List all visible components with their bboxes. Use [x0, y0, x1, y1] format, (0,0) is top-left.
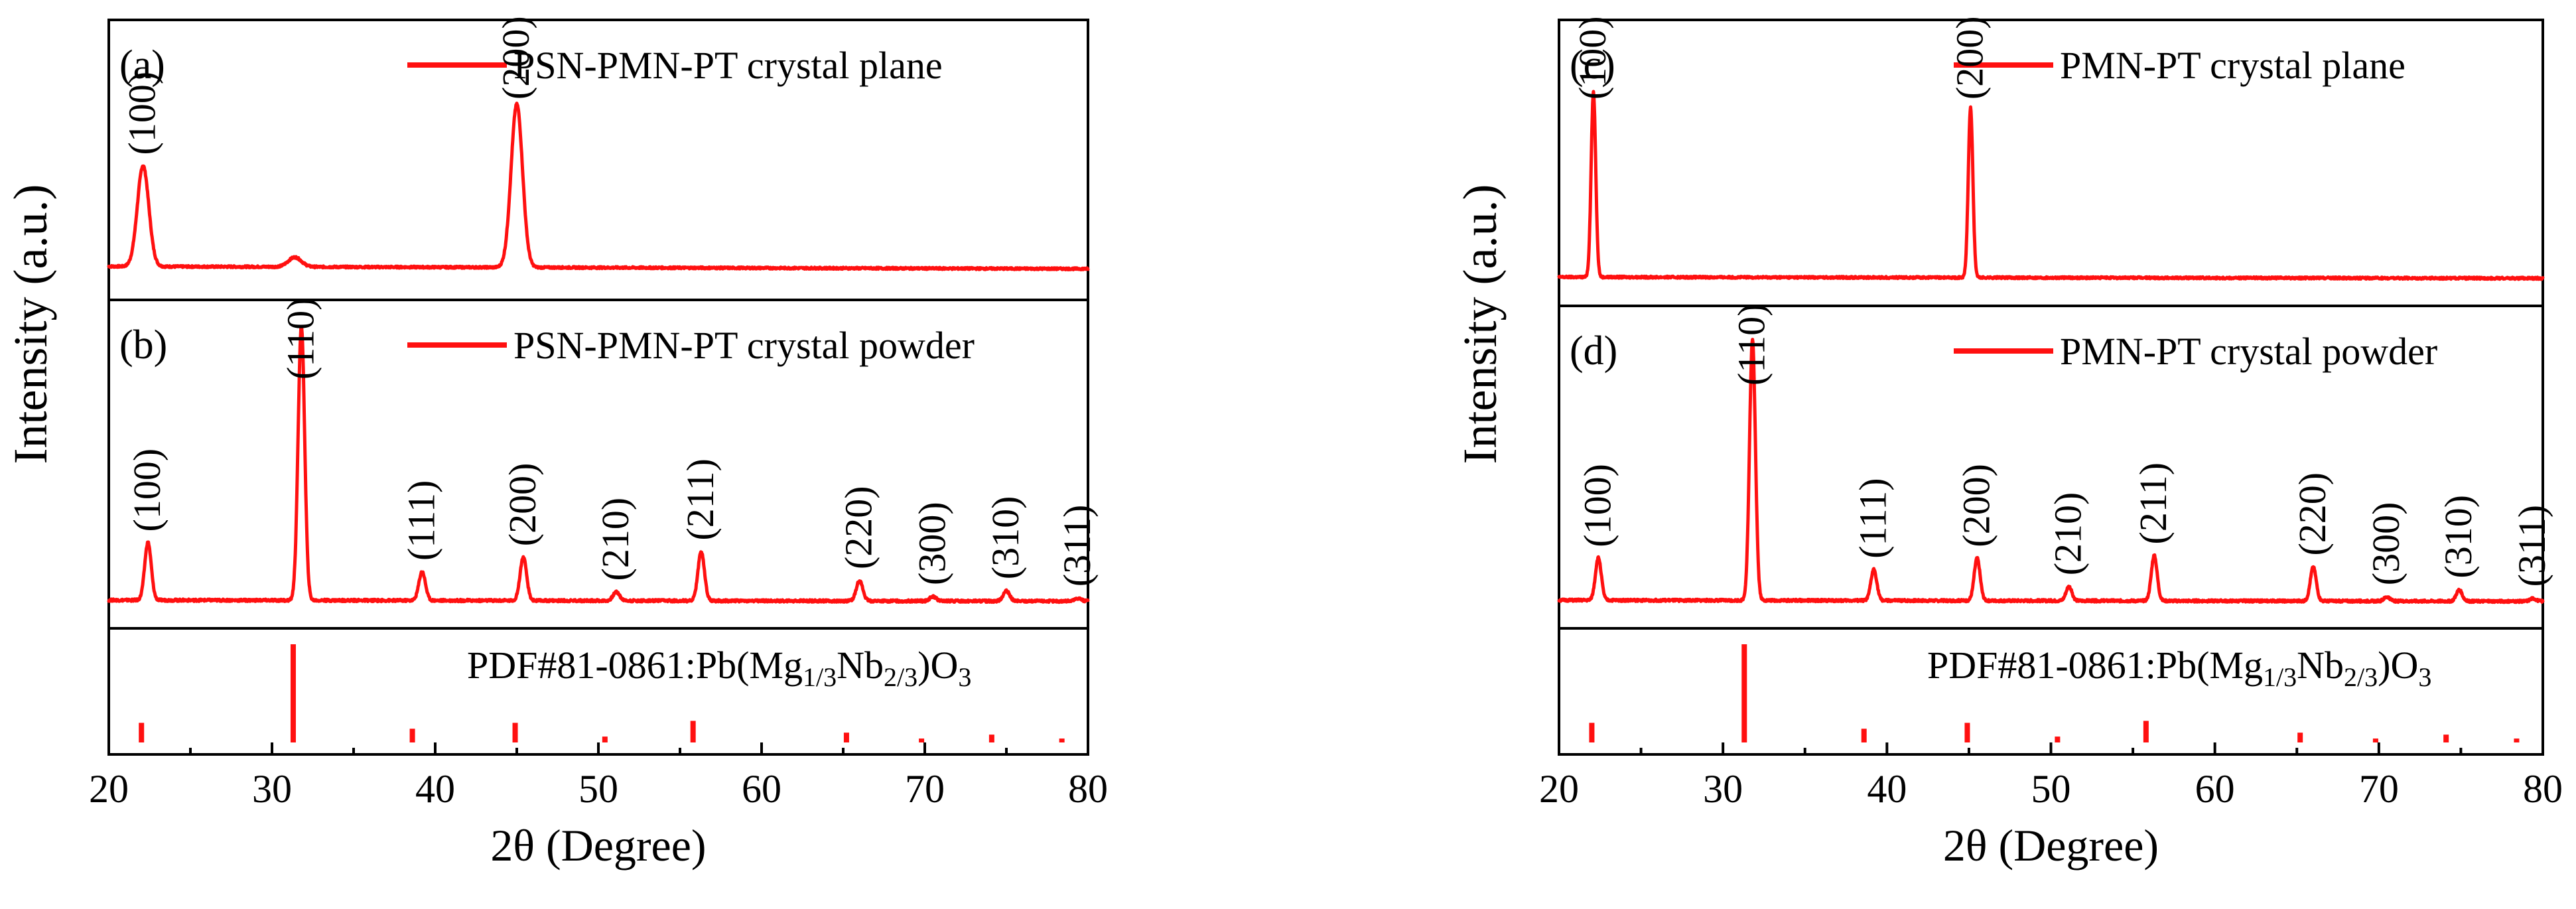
x-tick-label: 60: [2195, 767, 2235, 811]
peak-label: (311): [1055, 505, 1099, 587]
y-axis-label: Intensity (a.u.): [4, 184, 57, 464]
formula-text: Nb: [837, 644, 884, 687]
x-axis-label: 2θ (Degree): [1943, 820, 2159, 871]
panel-tag-label: (d): [1570, 328, 1617, 374]
panel-reference: PDF#81-0861:Pb(Mg1/3Nb2/3)O3: [139, 644, 1065, 742]
reference-stick: [139, 723, 145, 742]
reference-formula: PDF#81-0861:Pb(Mg1/3Nb2/3)O3: [467, 644, 971, 692]
panel-tag-label: (c): [1570, 42, 1615, 88]
peak-label: (300): [2364, 502, 2407, 586]
formula-subscript: 1/3: [2263, 662, 2297, 692]
peak-label: (100): [125, 449, 169, 532]
peak-label: (311): [2510, 505, 2553, 587]
peak-label: (220): [837, 486, 880, 569]
reference-stick: [2514, 738, 2520, 742]
legend-label: PMN-PT crystal powder: [2060, 330, 2437, 373]
formula-text: )O: [917, 644, 958, 687]
x-tick-label: 40: [1867, 767, 1907, 811]
panel-reference: PDF#81-0861:Pb(Mg1/3Nb2/3)O3: [1589, 644, 2520, 742]
formula-subscript: 3: [958, 662, 971, 692]
panel-a: (a) PSN-PMN-PT crystal plane (100) (200): [107, 16, 1090, 271]
panel-tag-label: (a): [119, 42, 165, 88]
formula-text: PDF#81-0861:Pb(Mg: [1927, 644, 2263, 687]
peak-label: (211): [2132, 462, 2175, 544]
reference-stick: [843, 733, 849, 742]
x-tick-label: 70: [2359, 767, 2399, 811]
peak-label: (100): [1576, 464, 1619, 547]
reference-stick: [1589, 723, 1595, 742]
peak-label: (100): [1571, 16, 1614, 100]
formula-subscript: 2/3: [2344, 662, 2378, 692]
formula-text: )O: [2378, 644, 2418, 687]
x-tick-label: 80: [2523, 767, 2563, 811]
reference-stick: [988, 734, 994, 742]
x-tick-label: 30: [1703, 767, 1743, 811]
xrd-trace-b: [107, 325, 1090, 604]
peak-label: (220): [2291, 472, 2334, 556]
reference-stick: [2443, 734, 2449, 742]
peak-label: (200): [494, 16, 537, 100]
peak-label: (110): [1730, 304, 1773, 385]
x-axis-label: 2θ (Degree): [490, 820, 706, 871]
reference-stick: [1059, 738, 1065, 742]
peak-label: (200): [1948, 16, 1991, 100]
panel-d: (d) PMN-PT crystal powder (100) (110) (111) (…: [1557, 304, 2553, 604]
reference-stick: [2372, 738, 2378, 742]
reference-stick: [602, 736, 608, 742]
x-tick-label: 30: [252, 767, 292, 811]
peak-label: (100): [121, 72, 164, 155]
x-tick-label: 20: [89, 767, 129, 811]
peak-label: (310): [2437, 495, 2480, 579]
reference-stick: [512, 723, 518, 742]
formula-text: Nb: [2297, 644, 2344, 687]
reference-stick: [1964, 723, 1970, 742]
x-tick-label: 20: [1539, 767, 1579, 811]
reference-stick: [290, 644, 296, 742]
reference-stick: [1861, 729, 1867, 742]
formula-subscript: 2/3: [884, 662, 917, 692]
xrd-trace-d: [1557, 338, 2545, 604]
x-tick-label: 60: [742, 767, 781, 811]
peak-label: (210): [2047, 492, 2090, 576]
x-tick-label: 40: [415, 767, 455, 811]
peak-label: (111): [399, 480, 442, 561]
xrd-trace-a: [107, 102, 1090, 271]
x-tick-label: 50: [578, 767, 618, 811]
peak-label: (310): [984, 496, 1027, 580]
reference-stick: [2055, 736, 2061, 742]
legend-label: PSN-PMN-PT crystal plane: [513, 44, 943, 87]
x-tick-label: 70: [905, 767, 945, 811]
x-tick-label: 80: [1068, 767, 1108, 811]
panel-tag-label: (b): [119, 322, 167, 368]
peak-label: (200): [1954, 464, 1998, 547]
chart-right: (c) PMN-PT crystal plane (100) (200) (d) PMN-…: [1454, 16, 2563, 871]
panel-b: (b) PSN-PMN-PT crystal powder (100) (110) (1…: [107, 298, 1099, 604]
formula-subscript: 1/3: [803, 662, 837, 692]
peak-label: (211): [679, 458, 722, 540]
formula-subscript: 3: [2418, 662, 2431, 692]
peak-label: (210): [594, 498, 637, 581]
reference-stick: [919, 738, 925, 742]
formula-text: PDF#81-0861:Pb(Mg: [467, 644, 803, 687]
legend-label: PMN-PT crystal plane: [2060, 44, 2406, 87]
chart-left: (a) PSN-PMN-PT crystal plane(100)(200)(b)…: [4, 16, 1108, 871]
reference-stick: [1741, 644, 1747, 742]
reference-formula: PDF#81-0861:Pb(Mg1/3Nb2/3)O3: [1927, 644, 2431, 692]
reference-stick: [2297, 733, 2303, 742]
peak-label: (300): [910, 502, 953, 585]
peak-label: (200): [501, 463, 544, 547]
legend-label: PSN-PMN-PT crystal powder: [513, 324, 975, 367]
reference-stick: [409, 729, 415, 742]
reference-stick: [690, 721, 696, 742]
peak-label: (110): [279, 298, 322, 380]
y-axis-label: Intensity (a.u.): [1454, 184, 1507, 464]
x-tick-label: 50: [2031, 767, 2071, 811]
reference-stick: [2143, 721, 2149, 742]
peak-label: (111): [1852, 478, 1895, 558]
panel-c: (c) PMN-PT crystal plane (100) (200): [1557, 16, 2545, 281]
xrd-trace-c: [1557, 90, 2545, 281]
